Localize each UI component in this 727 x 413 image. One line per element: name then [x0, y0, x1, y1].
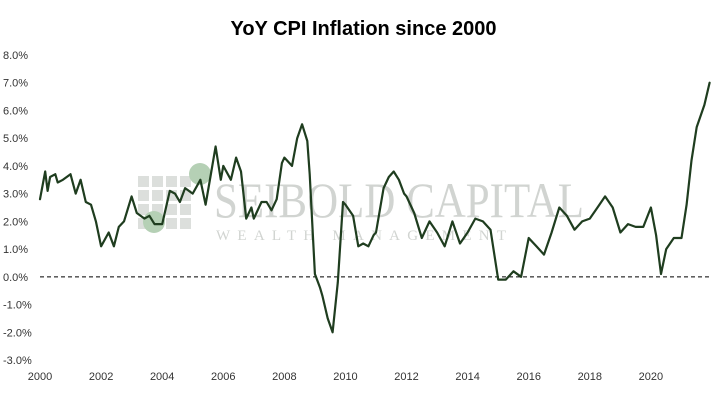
x-tick-label: 2000	[28, 371, 52, 383]
watermark: SEIBOLD CAPITAL WEALTH MANAGEMENT	[138, 163, 584, 244]
y-tick-label: -1.0%	[3, 300, 32, 312]
x-axis: 2000 2002 2004 2006 2008 2010 2012 2014 2016 2018…	[28, 371, 663, 383]
x-tick-label: 2002	[89, 371, 113, 383]
x-tick-label: 2006	[211, 371, 235, 383]
x-tick-label: 2016	[516, 371, 540, 383]
x-tick-label: 2008	[272, 371, 296, 383]
y-tick-label: 0.0%	[3, 272, 28, 284]
x-tick-label: 2010	[333, 371, 357, 383]
y-tick-label: 6.0%	[3, 105, 28, 117]
y-tick-label: 4.0%	[3, 161, 28, 173]
y-tick-label: 2.0%	[3, 216, 28, 228]
y-axis: -3.0% -2.0% -1.0% 0.0% 1.0% 2.0% 3.0% 4.0% 5.0% 6…	[3, 50, 32, 367]
x-tick-label: 2014	[455, 371, 479, 383]
watermark-logo-grid	[138, 163, 211, 233]
watermark-line2: WEALTH MANAGEMENT	[216, 228, 506, 244]
y-tick-label: 5.0%	[3, 133, 28, 145]
x-tick-label: 2018	[578, 371, 602, 383]
x-tick-label: 2020	[639, 371, 663, 383]
x-tick-label: 2012	[394, 371, 418, 383]
y-tick-label: 1.0%	[3, 244, 28, 256]
y-tick-label: -2.0%	[3, 327, 32, 339]
chart-title: YoY CPI Inflation since 2000	[230, 18, 497, 40]
y-tick-label: 7.0%	[3, 78, 28, 90]
x-tick-label: 2004	[150, 371, 174, 383]
y-tick-label: 8.0%	[3, 50, 28, 62]
y-tick-label: -3.0%	[3, 355, 32, 367]
y-tick-label: 3.0%	[3, 189, 28, 201]
series-line	[38, 81, 711, 334]
